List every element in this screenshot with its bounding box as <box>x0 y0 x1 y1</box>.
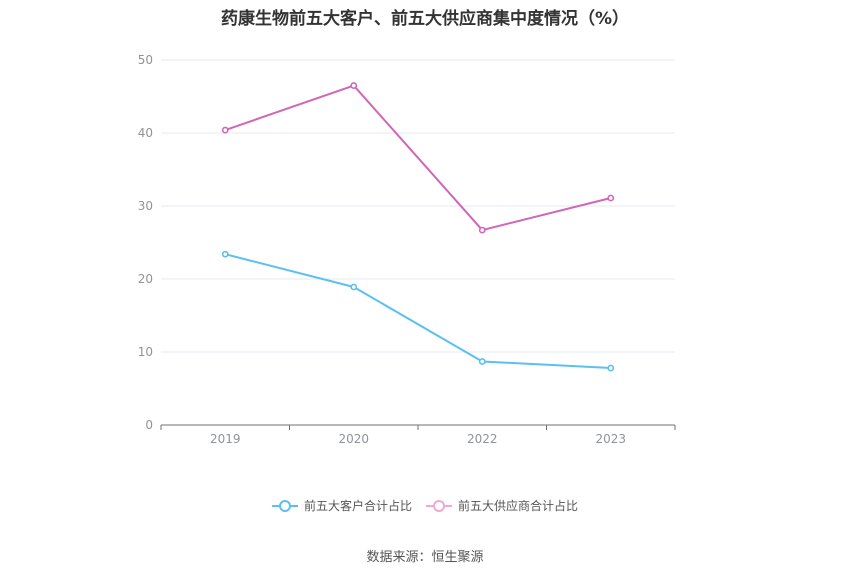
y-tick-label: 40 <box>138 126 153 140</box>
legend-item-suppliers[interactable]: 前五大供应商合计占比 <box>426 497 578 514</box>
x-tick-label: 2022 <box>467 432 498 446</box>
data-point <box>221 250 229 258</box>
series-line-0 <box>225 253 611 370</box>
data-point <box>350 283 358 291</box>
y-tick-label: 50 <box>138 53 153 67</box>
series-line-1 <box>224 84 611 232</box>
legend: 前五大客户合计占比 前五大供应商合计占比 <box>0 497 850 514</box>
y-tick-label: 10 <box>138 345 153 359</box>
data-point <box>478 226 486 234</box>
y-tick-label: 30 <box>138 199 153 213</box>
legend-item-customers[interactable]: 前五大客户合计占比 <box>271 497 412 514</box>
legend-label-customers: 前五大客户合计占比 <box>303 499 412 513</box>
source-note: 数据来源：恒生聚源 <box>366 550 484 565</box>
x-tick-label: 2019 <box>210 432 241 446</box>
legend-marker-icon <box>271 499 298 512</box>
data-point <box>350 82 358 89</box>
y-tick-label: 0 <box>145 418 153 432</box>
y-tick-label: 20 <box>138 272 153 286</box>
x-tick-label: 2023 <box>595 432 626 446</box>
legend-label-suppliers: 前五大供应商合计占比 <box>458 499 579 513</box>
data-point <box>607 194 615 202</box>
legend-marker-icon <box>426 499 452 512</box>
data-point <box>607 364 615 372</box>
data-point <box>478 358 486 365</box>
data-point <box>221 126 229 134</box>
chart-title: 药康生物前五大客户、前五大供应商集中度情况（%） <box>220 9 630 29</box>
x-tick-label: 2020 <box>338 432 369 446</box>
